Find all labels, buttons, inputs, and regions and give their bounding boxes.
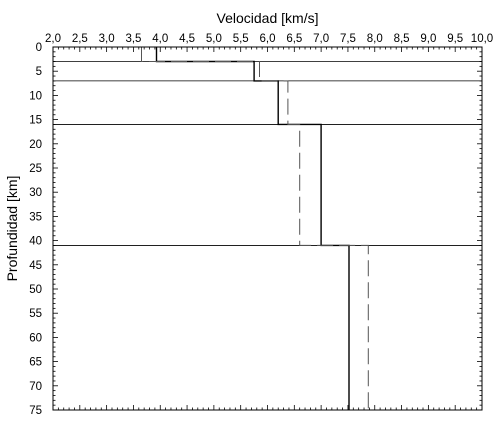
x-tick-label: 7,0 [313, 33, 329, 45]
x-tick-label: 3,5 [125, 33, 141, 45]
layer-boundaries [53, 61, 482, 246]
y-tick-label: 40 [29, 236, 42, 248]
y-tick-label: 35 [29, 211, 42, 223]
y-tick-label: 70 [29, 381, 42, 393]
x-tick-label: 9,0 [420, 33, 436, 45]
y-tick-label: 50 [29, 284, 42, 296]
y-tick-label: 55 [29, 308, 42, 320]
y-tick-label: 20 [29, 139, 42, 151]
y-axis-title: Profundidad [km] [4, 176, 20, 282]
x-tick-label: 4,5 [179, 33, 195, 45]
y-tick-label: 5 [36, 66, 42, 78]
x-tick-label: 9,5 [447, 33, 463, 45]
x-tick-label: 6,0 [260, 33, 276, 45]
x-tick-label: 2,5 [72, 33, 88, 45]
x-tick-label: 5,5 [233, 33, 249, 45]
series-layer [141, 47, 369, 410]
plot-frame [52, 46, 483, 411]
x-tick-label: 8,0 [367, 33, 383, 45]
velocity-profile-dashed [141, 47, 369, 410]
x-tick-label: 4,0 [152, 33, 168, 45]
y-tick-label: 25 [29, 163, 42, 175]
y-tick-label: 10 [29, 90, 42, 102]
x-tick-label: 2,0 [45, 33, 61, 45]
x-tick-label: 7,5 [340, 33, 356, 45]
x-tick-label: 8,5 [394, 33, 410, 45]
x-tick-label: 5,0 [206, 33, 222, 45]
tick-labels: 2,0 2,5 3,0 3,5 4,0 4,5 5,0 5,5 6,0 6,5 7,0 7,5 8,0 8… [29, 33, 493, 417]
y-tick-label: 30 [29, 187, 42, 199]
axis-ticks [52, 46, 483, 411]
y-tick-label: 65 [29, 357, 42, 369]
y-tick-label: 75 [29, 405, 42, 417]
x-axis-title: Velocidad [km/s] [217, 10, 319, 26]
velocity-profile-solid [155, 47, 350, 410]
x-tick-label: 6,5 [286, 33, 302, 45]
y-tick-label: 45 [29, 260, 42, 272]
x-tick-label: 3,0 [99, 33, 115, 45]
y-tick-label: 60 [29, 332, 42, 344]
y-tick-label: 15 [29, 115, 42, 127]
x-tick-label: 10,0 [471, 33, 493, 45]
y-tick-label: 0 [36, 42, 42, 54]
